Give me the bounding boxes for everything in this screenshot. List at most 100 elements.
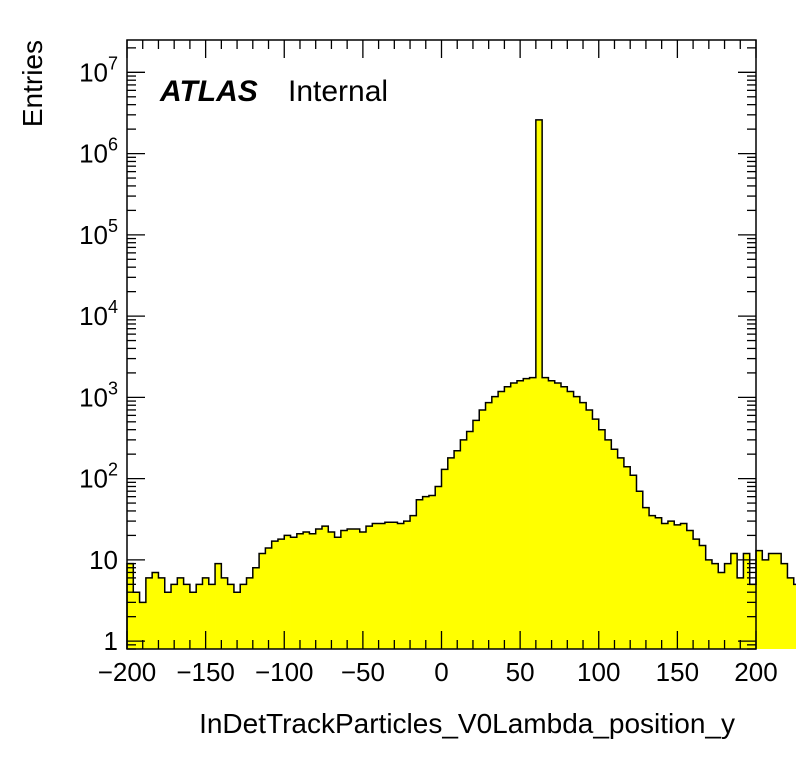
histogram-bin <box>542 377 549 649</box>
histogram-bin <box>730 553 738 649</box>
histogram-bin <box>164 592 172 649</box>
x-tick-label: −200 <box>98 657 157 687</box>
histogram-bin <box>737 577 744 649</box>
histogram-bin <box>133 592 140 649</box>
histogram-bin <box>611 449 619 649</box>
histogram-bin <box>598 429 606 649</box>
histogram-bin <box>718 572 725 649</box>
histogram-bin <box>667 521 675 649</box>
y-tick-label: 102 <box>79 460 118 494</box>
histogram-bin <box>655 517 663 649</box>
y-tick-label: 105 <box>79 216 118 250</box>
histogram-bin <box>661 523 669 649</box>
histogram-bin <box>321 526 329 649</box>
y-tick-label: 106 <box>79 135 118 169</box>
histogram-bin <box>384 522 392 649</box>
histogram-bin <box>554 383 562 649</box>
histogram-bin <box>693 539 700 649</box>
histogram-bin <box>781 563 788 649</box>
histogram-bin <box>435 486 442 649</box>
histogram-bin <box>265 548 273 649</box>
histogram-bin <box>277 539 285 649</box>
histogram-bin <box>410 515 417 649</box>
histogram-bin <box>743 553 751 649</box>
histogram-bin <box>271 541 279 649</box>
histogram-bin <box>303 532 310 649</box>
histogram-bin <box>680 523 688 649</box>
histogram-bin <box>284 535 291 649</box>
histogram-bin <box>259 553 266 649</box>
histogram-bin <box>617 457 625 649</box>
histogram-bin <box>215 563 222 649</box>
y-tick-label: 103 <box>79 378 118 412</box>
histogram-bin <box>416 499 424 649</box>
histogram-bin <box>378 523 386 649</box>
histogram-bin <box>391 522 398 649</box>
atlas-label: ATLAS <box>159 75 258 108</box>
histogram-bin <box>649 515 656 649</box>
histogram-bin <box>623 466 631 649</box>
histogram-bin <box>309 533 317 649</box>
histogram-bin <box>447 457 455 649</box>
histogram-bin <box>674 524 681 649</box>
x-tick-label: −50 <box>341 657 385 687</box>
x-tick-label: 150 <box>656 657 699 687</box>
histogram-bin <box>485 402 493 649</box>
x-tick-label: −150 <box>176 657 235 687</box>
histogram-bin <box>756 550 763 649</box>
histogram-bin <box>158 577 166 649</box>
internal-label: Internal <box>288 75 388 108</box>
histogram-bin <box>630 475 637 649</box>
y-tick-label: 107 <box>79 53 118 87</box>
histogram-bin <box>347 528 354 649</box>
histogram-bin <box>422 496 430 649</box>
histogram-bin <box>353 528 361 649</box>
x-tick-label: 50 <box>506 657 535 687</box>
histogram-bin <box>403 521 411 649</box>
histogram-bin <box>548 380 556 649</box>
histogram-bin <box>498 391 505 649</box>
histogram-bin <box>579 402 587 649</box>
histogram-bin <box>711 563 719 649</box>
histogram-bin <box>586 409 593 649</box>
histogram-bin <box>202 577 210 649</box>
histogram-bin <box>705 559 713 649</box>
histogram-bin <box>573 396 581 649</box>
histogram-bin <box>366 526 373 649</box>
x-axis-title: InDetTrackParticles_V0Lambda_position_y <box>199 708 735 739</box>
histogram-bin <box>290 537 298 649</box>
histogram-bin <box>221 577 229 649</box>
x-tick-label: −100 <box>255 657 314 687</box>
histogram-bin <box>592 419 600 649</box>
plot-frame <box>126 39 757 650</box>
histogram-bin <box>454 450 461 649</box>
y-tick-label: 1 <box>104 626 118 656</box>
histogram-bin <box>774 553 782 649</box>
histogram-bin <box>516 380 524 649</box>
histogram-bin <box>561 386 568 649</box>
histogram-bin <box>296 533 304 649</box>
histogram-bin <box>428 495 436 649</box>
histogram-bin <box>441 469 449 649</box>
histogram-bin <box>472 420 480 649</box>
histogram-bin <box>328 532 335 649</box>
histogram-bin <box>642 507 650 649</box>
x-tick-label: 0 <box>434 657 448 687</box>
histogram-bin <box>397 523 405 649</box>
x-tick-label: 200 <box>734 657 777 687</box>
histogram-bin <box>359 532 367 649</box>
histogram-bin <box>372 523 379 649</box>
histogram-bin <box>208 584 216 649</box>
histogram-bin <box>127 563 134 649</box>
histogram-bin <box>605 439 612 649</box>
histogram-bin <box>535 119 543 650</box>
histogram-bin <box>334 537 342 649</box>
y-tick-label: 104 <box>79 297 118 331</box>
histogram-bin <box>233 592 241 649</box>
histogram-bin <box>491 396 499 649</box>
histogram-bin <box>699 545 707 649</box>
histogram-bin <box>787 577 795 649</box>
y-tick-label: 10 <box>89 545 118 575</box>
histogram-bin <box>523 378 530 649</box>
